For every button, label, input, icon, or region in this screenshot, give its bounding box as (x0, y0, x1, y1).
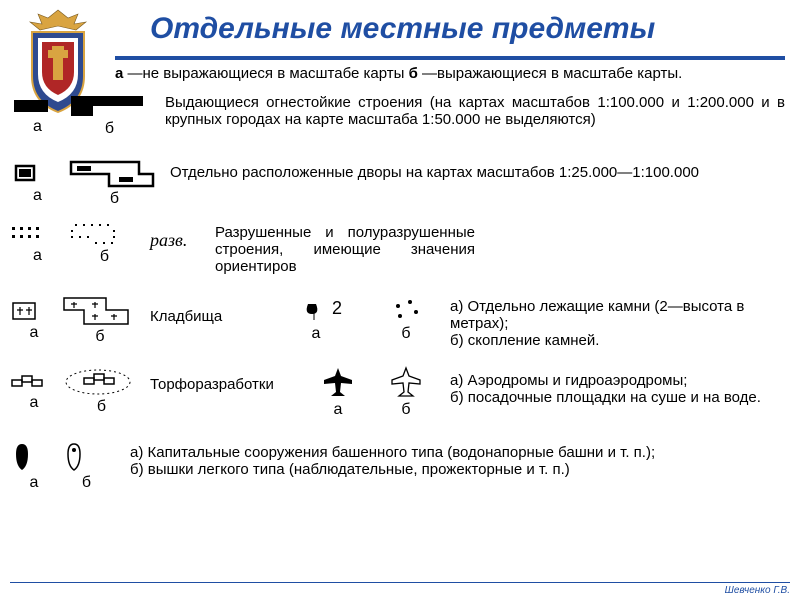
symbol-a-peat: а (10, 372, 58, 412)
symbol-airfields: а б (310, 366, 440, 418)
slide: Отдельные местные предметы а —не выражаю… (0, 0, 800, 600)
symbol-b-yard: б (69, 160, 159, 208)
desc-yards: Отдельно расположенные дворы на картах м… (170, 164, 785, 181)
row-cemeteries-stones: а б Кладбища 2 а б (10, 296, 790, 346)
desc-towers: а) Капитальные сооружения башенного типа… (130, 444, 660, 478)
symbol-b-ruins: б (69, 224, 139, 266)
symbol-a-yard: а (10, 163, 65, 205)
row-buildings: а б Выдающиеся огнестойкие строения (на … (10, 94, 790, 138)
label-a: а (10, 394, 58, 412)
symbol-a-building: а (10, 96, 65, 136)
page-title: Отдельные местные предметы (150, 12, 655, 46)
desc-airfields: а) Аэродромы и гидроаэродромы; б) посадо… (450, 372, 790, 406)
desc-stones: а) Отдельно лежащие камни (2—высота в ме… (450, 298, 790, 349)
symbol-b-tower: б (62, 442, 110, 492)
desc-cemeteries: Кладбища (150, 308, 240, 325)
label-b: б (62, 398, 140, 416)
label-a: а (10, 187, 65, 205)
desc-peat: Торфоразработки (150, 376, 280, 393)
legend: а —не выражающиеся в масштабе карты б —в… (115, 65, 795, 82)
label-b: б (69, 120, 149, 138)
row-yards: а б Отдельно расположенные дворы на карт… (10, 160, 790, 208)
label-a: а (10, 118, 65, 136)
label-a: а (10, 324, 58, 342)
row-peat-airfields: а б Торфоразработки а б (10, 368, 790, 416)
symbol-b-cemetery: б (62, 296, 137, 346)
symbol-b-building: б (69, 94, 149, 138)
symbol-stones: 2 а б (290, 296, 440, 344)
svg-text:а: а (334, 401, 343, 418)
footer-author: Шевченко Г.В. (10, 582, 790, 596)
label-b: б (62, 474, 110, 492)
label-b: б (69, 248, 139, 266)
legend-b-text: —выражающиеся в масштабе карты. (418, 65, 682, 82)
title-rule (115, 56, 785, 60)
symbol-a-tower: а (10, 442, 58, 492)
label-a: а (10, 474, 58, 492)
row-ruins: а б разв. Разрушенные и полуразрушенные … (10, 224, 790, 266)
symbol-a-ruins: а (10, 225, 65, 265)
label-b: б (62, 328, 137, 346)
symbol-b-peat: б (62, 368, 140, 416)
label-a: а (10, 247, 65, 265)
label-b: б (69, 190, 159, 208)
svg-text:2: 2 (332, 298, 342, 318)
symbol-a-cemetery: а (10, 300, 58, 342)
legend-a-text: —не выражающиеся в масштабе карты (123, 65, 408, 82)
svg-text:а: а (312, 325, 321, 342)
legend-b-label: б (409, 65, 418, 82)
row-towers: а б а) Капитальные сооружения башенного … (10, 442, 790, 492)
ruins-italic-label: разв. (150, 230, 187, 251)
svg-text:б: б (401, 401, 410, 418)
desc-ruins: Разрушенные и полуразрушенные строения, … (215, 224, 475, 275)
desc-buildings: Выдающиеся огнестойкие строения (на карт… (165, 94, 785, 128)
svg-text:б: б (401, 325, 410, 342)
